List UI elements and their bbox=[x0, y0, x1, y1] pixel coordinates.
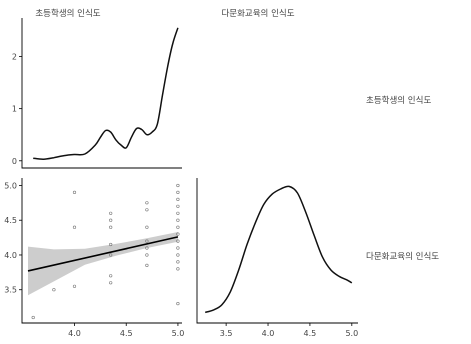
axis-frame-bottom-right bbox=[196, 178, 358, 324]
bottom-right-x-tick-label: 3.5 bbox=[220, 329, 233, 338]
scatter-point bbox=[176, 253, 180, 257]
scatter-point bbox=[145, 246, 149, 250]
bottom-left-y-tick-label: 4.5 bbox=[4, 216, 17, 225]
scatter-point bbox=[176, 218, 180, 222]
scatter-point bbox=[109, 281, 113, 285]
marks-layer bbox=[27, 27, 353, 320]
density-curve-multicultural bbox=[204, 185, 353, 314]
scatter-point bbox=[109, 211, 113, 215]
top-left-y-tick-label: 2 bbox=[12, 53, 17, 62]
scatter-point bbox=[52, 288, 56, 292]
confidence-band bbox=[28, 232, 178, 296]
bottom-right-x-tick-label: 4.0 bbox=[262, 329, 275, 338]
axis-frame-top-left bbox=[21, 18, 182, 169]
axis-frame-bottom-left bbox=[21, 178, 182, 324]
scatter-point bbox=[145, 253, 149, 257]
axes-layer: 0 1 2 3.5 4.0 4.5 5.0 4.0 4.5 5.0 3.5 4.0 4.5 5.0 bbox=[4, 18, 358, 338]
bottom-right-x-tick-label: 5.0 bbox=[345, 329, 358, 338]
scatter-point bbox=[109, 225, 113, 229]
scatter-point bbox=[176, 239, 180, 243]
scatter-point bbox=[72, 284, 77, 288]
density-curve-elementary bbox=[33, 27, 179, 160]
scatter-point bbox=[176, 302, 180, 306]
scatter-point bbox=[176, 225, 180, 229]
scatter-point bbox=[72, 190, 77, 194]
bottom-left-x-tick-label: 4.5 bbox=[120, 329, 133, 338]
scatter-point bbox=[176, 183, 180, 188]
column-title-2: 다문화교육의 인식도 bbox=[221, 8, 294, 19]
scatter-point bbox=[176, 267, 180, 271]
bottom-right-x-tick-label: 4.5 bbox=[304, 329, 317, 338]
scatter-point bbox=[176, 204, 180, 208]
scatter-point bbox=[145, 239, 149, 243]
scatter-point bbox=[145, 225, 149, 229]
scatter-point bbox=[109, 242, 113, 247]
scatter-point bbox=[176, 232, 180, 236]
scatter-point bbox=[145, 208, 149, 212]
scatter-point bbox=[109, 274, 113, 278]
scatter-point bbox=[72, 225, 77, 229]
regression-line bbox=[27, 236, 179, 272]
scatter-point bbox=[31, 315, 35, 320]
scatter-point bbox=[109, 218, 113, 222]
bottom-left-y-tick-label: 5.0 bbox=[4, 181, 17, 190]
row-label-1: 초등학생의 인식도 bbox=[366, 95, 431, 106]
scatter-point bbox=[109, 253, 113, 257]
scatter-point bbox=[176, 197, 180, 201]
top-left-y-tick-label: 0 bbox=[12, 157, 17, 166]
scatter-point bbox=[145, 201, 149, 205]
bottom-left-x-tick-label: 5.0 bbox=[172, 329, 185, 338]
bottom-left-y-tick-label: 4.0 bbox=[4, 251, 17, 260]
bottom-left-x-tick-label: 4.0 bbox=[68, 329, 81, 338]
row-label-2: 다문화교육의 인식도 bbox=[366, 251, 439, 262]
scatter-point bbox=[176, 246, 180, 250]
scatter-point bbox=[176, 211, 180, 215]
bottom-left-y-tick-label: 3.5 bbox=[4, 286, 17, 295]
top-left-y-tick-label: 1 bbox=[12, 105, 17, 114]
column-title-1: 초등학생의 인식도 bbox=[35, 8, 100, 19]
scatter-point bbox=[176, 190, 180, 194]
scatter-point bbox=[176, 260, 180, 264]
scatter-point bbox=[145, 263, 149, 268]
